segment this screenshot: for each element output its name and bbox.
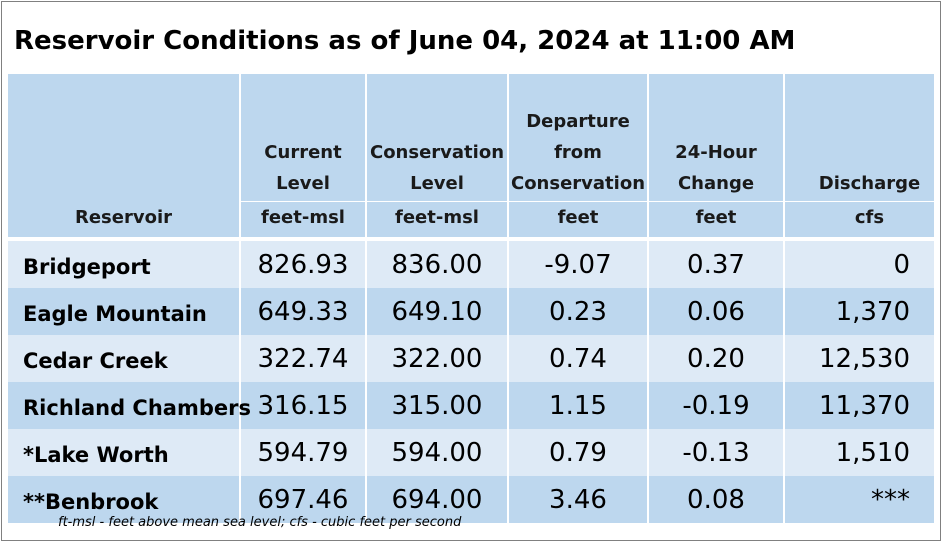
reservoir-table: Reservoir Current Level feet-msl Conserv… (8, 74, 934, 523)
current-level-cell: 649.33 (240, 288, 367, 335)
departure-cell: 0.74 (508, 335, 649, 382)
departure-cell: 3.46 (508, 476, 649, 523)
conservation-level-cell: 649.10 (366, 288, 509, 335)
header-24-hour-change: 24-Hour Change feet (648, 74, 785, 239)
current-level-cell: 316.15 (240, 382, 367, 429)
header-unit: feet-msl (367, 201, 507, 233)
header-unit: cfs (785, 201, 934, 233)
discharge-cell: 1,370 (784, 288, 934, 335)
conservation-level-cell: 322.00 (366, 335, 509, 382)
footnote: ft-msl - feet above mean sea level; cfs … (58, 515, 462, 530)
discharge-cell: *** (784, 476, 934, 523)
current-level-cell: 594.79 (240, 429, 367, 476)
departure-cell: 1.15 (508, 382, 649, 429)
page-title: Reservoir Conditions as of June 04, 2024… (14, 26, 796, 56)
change-24h-cell: -0.13 (648, 429, 785, 476)
table-row: *Lake Worth 594.79 594.00 0.79 -0.13 1,5… (8, 429, 934, 476)
conservation-level-cell: 594.00 (366, 429, 509, 476)
table-row: Eagle Mountain 649.33 649.10 0.23 0.06 1… (8, 288, 934, 335)
discharge-cell: 12,530 (784, 335, 934, 382)
conservation-level-cell: 315.00 (366, 382, 509, 429)
header-line: Current (264, 142, 342, 163)
header-current-level: Current Level feet-msl (240, 74, 367, 239)
reservoir-name: *Lake Worth (8, 429, 241, 476)
change-24h-cell: -0.19 (648, 382, 785, 429)
header-departure: Departure from Conservation feet (508, 74, 649, 239)
reservoir-name: Bridgeport (8, 237, 241, 288)
reservoir-name: Richland Chambers (8, 382, 251, 429)
current-level-cell: 826.93 (240, 237, 367, 288)
header-line: from (554, 142, 602, 163)
conservation-level-cell: 694.00 (366, 476, 509, 523)
header-line: Departure (526, 111, 630, 132)
header-unit: feet-msl (241, 201, 365, 233)
table-row: Richland Chambers 316.15 315.00 1.15 -0.… (8, 382, 934, 429)
change-24h-cell: 0.06 (648, 288, 785, 335)
departure-cell: 0.79 (508, 429, 649, 476)
header-reservoir: Reservoir (8, 74, 241, 239)
reservoir-name: Cedar Creek (8, 335, 241, 382)
header-discharge: Discharge cfs (784, 74, 934, 239)
discharge-cell: 11,370 (784, 382, 934, 429)
change-24h-cell: 0.37 (648, 237, 785, 288)
header-line: 24-Hour (675, 142, 757, 163)
header-conservation-level: Conservation Level feet-msl (366, 74, 509, 239)
header-line: Discharge (818, 173, 921, 194)
discharge-cell: 0 (784, 237, 934, 288)
table-row: **Benbrook 697.46 694.00 3.46 0.08 *** (8, 476, 934, 523)
header-line: Conservation (369, 142, 505, 163)
current-level-cell: 322.74 (240, 335, 367, 382)
discharge-cell: 1,510 (784, 429, 934, 476)
reservoir-name: Eagle Mountain (8, 288, 241, 335)
current-level-cell: 697.46 (240, 476, 367, 523)
change-24h-cell: 0.20 (648, 335, 785, 382)
reservoir-name: **Benbrook (8, 476, 241, 523)
header-line: Change (677, 173, 755, 194)
header-line: Conservation (510, 173, 646, 194)
header-unit: feet (649, 201, 783, 233)
departure-cell: 0.23 (508, 288, 649, 335)
change-24h-cell: 0.08 (648, 476, 785, 523)
header-unit: feet (509, 201, 647, 233)
header-line: Level (410, 173, 464, 194)
table-header-row: Reservoir Current Level feet-msl Conserv… (8, 74, 934, 239)
departure-cell: -9.07 (508, 237, 649, 288)
conservation-level-cell: 836.00 (366, 237, 509, 288)
header-line: Level (276, 173, 330, 194)
table-row: Bridgeport 826.93 836.00 -9.07 0.37 0 (8, 237, 934, 288)
header-reservoir-label: Reservoir (74, 207, 172, 228)
table-row: Cedar Creek 322.74 322.00 0.74 0.20 12,5… (8, 335, 934, 382)
